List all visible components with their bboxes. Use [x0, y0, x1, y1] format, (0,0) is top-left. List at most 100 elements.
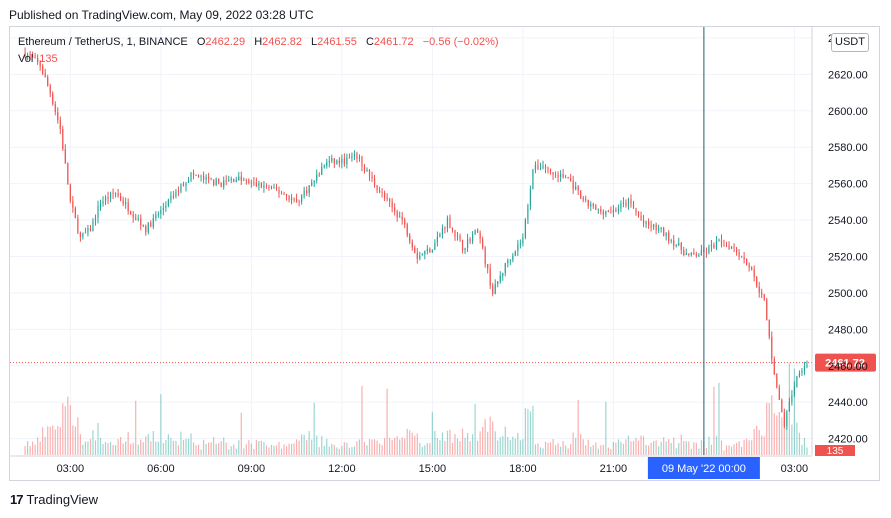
candle-body: [786, 411, 788, 427]
volume-bar: [182, 439, 185, 455]
candle-body: [685, 253, 687, 256]
volume-bar: [582, 439, 584, 455]
candle-body: [756, 277, 758, 287]
candle-body: [776, 374, 778, 388]
candle-body: [268, 186, 270, 189]
volume-bar: [137, 444, 139, 455]
volume-bar: [479, 431, 481, 455]
candle-body: [748, 264, 750, 268]
candle-body: [600, 209, 602, 212]
volume-bar: [192, 442, 195, 455]
candle-body: [29, 54, 31, 56]
x-tick-label: 03:00: [57, 463, 85, 475]
volume-bar: [220, 441, 222, 455]
volume-bar: [449, 429, 451, 455]
candle-body: [559, 174, 562, 178]
candle-body: [673, 240, 675, 246]
volume-bar: [389, 437, 391, 455]
candle-body: [766, 299, 768, 321]
candle-body: [534, 164, 537, 170]
volume-bar: [680, 434, 682, 455]
x-tick-label: 15:00: [419, 463, 447, 475]
volume-bar: [615, 442, 617, 455]
volume-bar: [587, 439, 589, 455]
volume-bar: [502, 436, 504, 455]
candle-body: [170, 195, 172, 200]
volume-label: Vol: [18, 53, 34, 65]
candle-body: [730, 246, 733, 249]
candle-body: [499, 275, 501, 282]
chart-frame[interactable]: [9, 26, 880, 481]
volume-bar: [401, 437, 403, 455]
candle-body: [653, 224, 655, 228]
volume-bar: [404, 438, 406, 455]
volume-bar: [637, 440, 640, 455]
brand-name: TradingView: [26, 492, 99, 507]
volume-bar: [507, 436, 509, 455]
candle-body: [394, 207, 396, 212]
candle-body: [245, 179, 247, 181]
volume-bar: [94, 440, 97, 455]
volume-bar: [384, 438, 386, 455]
volume-bar: [492, 421, 494, 455]
volume-bar: [157, 441, 159, 455]
volume-bar: [195, 445, 197, 455]
candle-body: [260, 183, 263, 189]
candle-body: [439, 234, 441, 237]
volume-bar: [125, 441, 127, 455]
volume-bar: [469, 441, 471, 455]
y-tick-label: 2440.00: [828, 397, 868, 409]
candle-body: [537, 164, 539, 170]
candle-body: [353, 153, 356, 157]
currency-button[interactable]: USDT: [831, 33, 869, 52]
candle-body: [660, 227, 662, 229]
candle-body: [477, 229, 479, 233]
candle-body: [230, 178, 232, 181]
volume-bar: [268, 447, 270, 455]
volume-bar: [77, 417, 79, 455]
candle-body: [665, 232, 667, 236]
candle-body: [502, 272, 504, 276]
volume-bar: [112, 444, 114, 455]
tradingview-brand[interactable]: 17 TradingView: [10, 492, 98, 507]
candle-body: [796, 376, 798, 387]
candle-body: [228, 180, 230, 181]
volume-bar: [778, 411, 780, 455]
volume-bar: [786, 417, 788, 455]
volume-bar: [187, 438, 190, 455]
volume-bar: [620, 441, 622, 455]
volume-bar: [489, 416, 491, 455]
volume-bar: [710, 444, 713, 455]
volume-bar: [803, 437, 806, 455]
y-tick-label: 2480.00: [828, 324, 868, 336]
candle-body: [595, 205, 597, 210]
candle-body: [62, 128, 64, 150]
candle-body: [190, 172, 192, 181]
candle-body: [680, 243, 682, 250]
volume-bar: [213, 437, 215, 455]
volume-bar: [419, 442, 421, 455]
volume-bar: [527, 409, 529, 455]
volume-bar: [801, 444, 803, 455]
volume-bar: [285, 445, 288, 455]
volume-bar: [89, 439, 92, 455]
volume-bar: [650, 442, 652, 455]
y-tick-label: 2540.00: [828, 215, 868, 227]
x-tick-label: 03:00: [781, 463, 809, 475]
candle-body: [187, 180, 190, 183]
candle-body: [426, 248, 428, 251]
volume-bar: [130, 443, 132, 455]
symbol-name: Ethereum / TetherUS, 1, BINANCE: [18, 36, 188, 48]
volume-bar: [519, 440, 521, 455]
volume-bar: [331, 443, 333, 455]
candle-body: [479, 232, 481, 239]
volume-bar: [245, 444, 247, 455]
candle-body: [793, 386, 796, 396]
volume-bar: [544, 441, 547, 455]
volume-bar: [243, 448, 245, 455]
candle-body: [316, 174, 318, 181]
candle-body: [358, 156, 361, 159]
volume-bar: [746, 438, 748, 455]
volume-bar: [283, 444, 285, 455]
